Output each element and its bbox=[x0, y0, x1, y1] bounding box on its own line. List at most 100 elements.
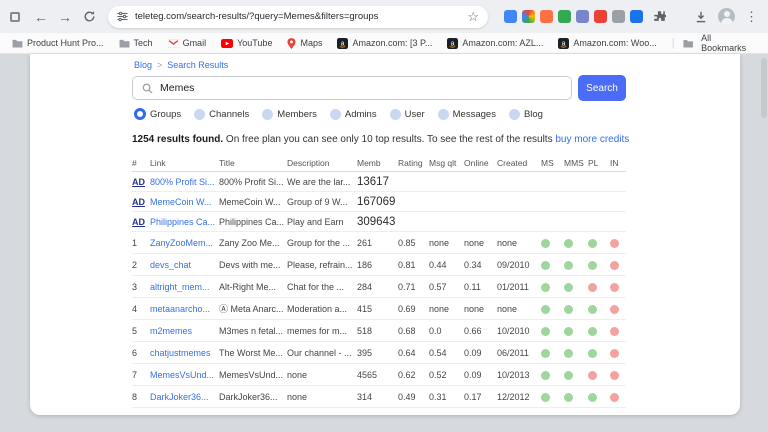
table-header: #LinkTitleDescriptionMembRatingMsg qltOn… bbox=[132, 155, 626, 172]
table-row: AD 800% Profit Si... 800% Profit Si... W… bbox=[132, 172, 626, 192]
filter-admins[interactable]: Admins bbox=[330, 109, 377, 120]
page-background: Blog > Search Results Search GroupsChann… bbox=[0, 54, 768, 432]
row-title: MemesVsUnd... bbox=[219, 370, 287, 380]
row-link[interactable]: chatjustmemes bbox=[150, 348, 219, 358]
search-button[interactable]: Search bbox=[578, 75, 626, 101]
row-msg-quality: 0.44 bbox=[429, 260, 464, 270]
filter-blog[interactable]: Blog bbox=[509, 109, 543, 120]
row-link[interactable]: metaanarcho... bbox=[150, 304, 219, 314]
filter-label: Admins bbox=[345, 109, 377, 120]
url-text[interactable]: teleteg.com/search-results/?query=Memes&… bbox=[135, 11, 460, 22]
bookmark-label: Amazon.com: AZL... bbox=[462, 38, 543, 48]
bookmark-star-icon[interactable]: ☆ bbox=[467, 10, 479, 23]
row-title: M3mes n fetal... bbox=[219, 326, 287, 336]
extension-icon-gray[interactable] bbox=[612, 10, 625, 23]
extension-icon-blue[interactable] bbox=[504, 10, 517, 23]
row-online: 0.17 bbox=[464, 392, 497, 402]
back-icon[interactable]: ← bbox=[30, 6, 52, 28]
row-link[interactable]: altright_mem... bbox=[150, 282, 219, 292]
filter-messages[interactable]: Messages bbox=[438, 109, 496, 120]
row-created: 06/2011 bbox=[497, 348, 541, 358]
bookmark-amazon[interactable]: a Amazon.com: [3 P... bbox=[337, 38, 432, 49]
row-link[interactable]: ZanyZooMem... bbox=[150, 238, 219, 248]
address-bar[interactable]: teleteg.com/search-results/?query=Memes&… bbox=[108, 6, 488, 28]
status-dot-green bbox=[564, 305, 573, 314]
filter-members[interactable]: Members bbox=[262, 109, 317, 120]
row-number: 3 bbox=[132, 282, 150, 292]
extension-icon-green[interactable] bbox=[558, 10, 571, 23]
forward-icon[interactable]: → bbox=[54, 6, 76, 28]
filter-groups[interactable]: Groups bbox=[134, 108, 181, 120]
row-online: 0.09 bbox=[464, 348, 497, 358]
breadcrumb-blog-link[interactable]: Blog bbox=[134, 60, 152, 70]
row-link[interactable]: Philippines Ca... bbox=[150, 217, 219, 227]
row-ms-dot bbox=[541, 281, 564, 291]
row-link[interactable]: devs_chat bbox=[150, 260, 219, 270]
bookmark-youtube[interactable]: YouTube bbox=[221, 38, 272, 48]
row-members: 415 bbox=[357, 304, 398, 314]
row-link[interactable]: MemeCoin W... bbox=[150, 197, 219, 207]
table-row: 4 metaanarcho... Ⓐ Meta Anarc... Moderat… bbox=[132, 298, 626, 320]
row-pl-dot bbox=[588, 413, 610, 415]
row-title: Devs with me... bbox=[219, 260, 287, 270]
radio-icon[interactable] bbox=[509, 109, 520, 120]
search-input[interactable] bbox=[160, 82, 562, 94]
status-dot-green bbox=[588, 239, 597, 248]
row-description: Our channel - ... bbox=[287, 348, 357, 358]
extension-icon-play[interactable] bbox=[630, 10, 643, 23]
row-link[interactable]: MemesVsUnd... bbox=[150, 370, 219, 380]
search-input-wrapper[interactable] bbox=[132, 76, 572, 100]
row-rating: 0.81 bbox=[398, 260, 429, 270]
browser-menu-icon[interactable]: ⋮ bbox=[745, 10, 758, 23]
filter-user[interactable]: User bbox=[390, 109, 425, 120]
bookmark-gmail[interactable]: Gmail bbox=[168, 38, 207, 48]
row-description: none bbox=[287, 392, 357, 402]
extension-icon-orange[interactable] bbox=[540, 10, 553, 23]
bookmark-label: Product Hunt Pro... bbox=[27, 38, 104, 48]
bookmark-amazon[interactable]: a Amazon.com: Woo... bbox=[558, 38, 656, 49]
extension-icon-multicolor[interactable] bbox=[522, 10, 535, 23]
filter-channels[interactable]: Channels bbox=[194, 109, 249, 120]
bookmark-folder[interactable]: Tech bbox=[119, 38, 153, 48]
row-description: none bbox=[287, 370, 357, 380]
buy-credits-link[interactable]: buy more credits bbox=[555, 134, 629, 145]
row-mms-dot bbox=[564, 259, 588, 269]
scrollbar-thumb[interactable] bbox=[761, 58, 767, 118]
column-header: Msg qlt bbox=[429, 158, 464, 168]
row-pl-dot bbox=[588, 369, 610, 379]
profile-avatar[interactable] bbox=[718, 8, 735, 25]
radio-icon[interactable] bbox=[438, 109, 449, 120]
table-row: 2 devs_chat Devs with me... Please, refr… bbox=[132, 254, 626, 276]
radio-icon[interactable] bbox=[330, 109, 341, 120]
svg-text:a: a bbox=[341, 40, 345, 47]
radio-icon[interactable] bbox=[390, 109, 401, 120]
downloads-icon[interactable] bbox=[694, 10, 708, 24]
radio-icon[interactable] bbox=[134, 108, 146, 120]
table-row: 8 DarkJoker36... DarkJoker36... none 314… bbox=[132, 386, 626, 408]
extension-icon-slate[interactable] bbox=[576, 10, 589, 23]
status-dot-green bbox=[588, 305, 597, 314]
bookmark-amazon[interactable]: a Amazon.com: AZL... bbox=[447, 38, 543, 49]
row-link[interactable]: 800% Profit Si... bbox=[150, 177, 219, 187]
row-link[interactable]: DarkJoker36... bbox=[150, 392, 219, 402]
all-bookmarks[interactable]: | All Bookmarks bbox=[672, 33, 756, 53]
radio-icon[interactable] bbox=[262, 109, 273, 120]
radio-icon[interactable] bbox=[194, 109, 205, 120]
row-members: 186 bbox=[357, 260, 398, 270]
extension-icon-red[interactable] bbox=[594, 10, 607, 23]
row-description: memes for m... bbox=[287, 326, 357, 336]
bookmark-maps[interactable]: Maps bbox=[287, 38, 322, 49]
reload-icon[interactable] bbox=[78, 6, 100, 28]
row-ms-dot bbox=[541, 237, 564, 247]
row-link[interactable]: m2memes bbox=[150, 326, 219, 336]
column-header: IN bbox=[610, 158, 626, 168]
extensions-puzzle-icon[interactable] bbox=[653, 10, 666, 23]
bookmark-folder[interactable]: Product Hunt Pro... bbox=[12, 38, 104, 48]
row-number: AD bbox=[132, 177, 150, 187]
row-pl-dot bbox=[588, 303, 610, 313]
status-dot-red bbox=[610, 239, 619, 248]
column-header: Created bbox=[497, 158, 541, 168]
row-members: 314 bbox=[357, 392, 398, 402]
site-settings-icon[interactable] bbox=[117, 11, 128, 22]
bookmark-label: Amazon.com: [3 P... bbox=[352, 38, 432, 48]
